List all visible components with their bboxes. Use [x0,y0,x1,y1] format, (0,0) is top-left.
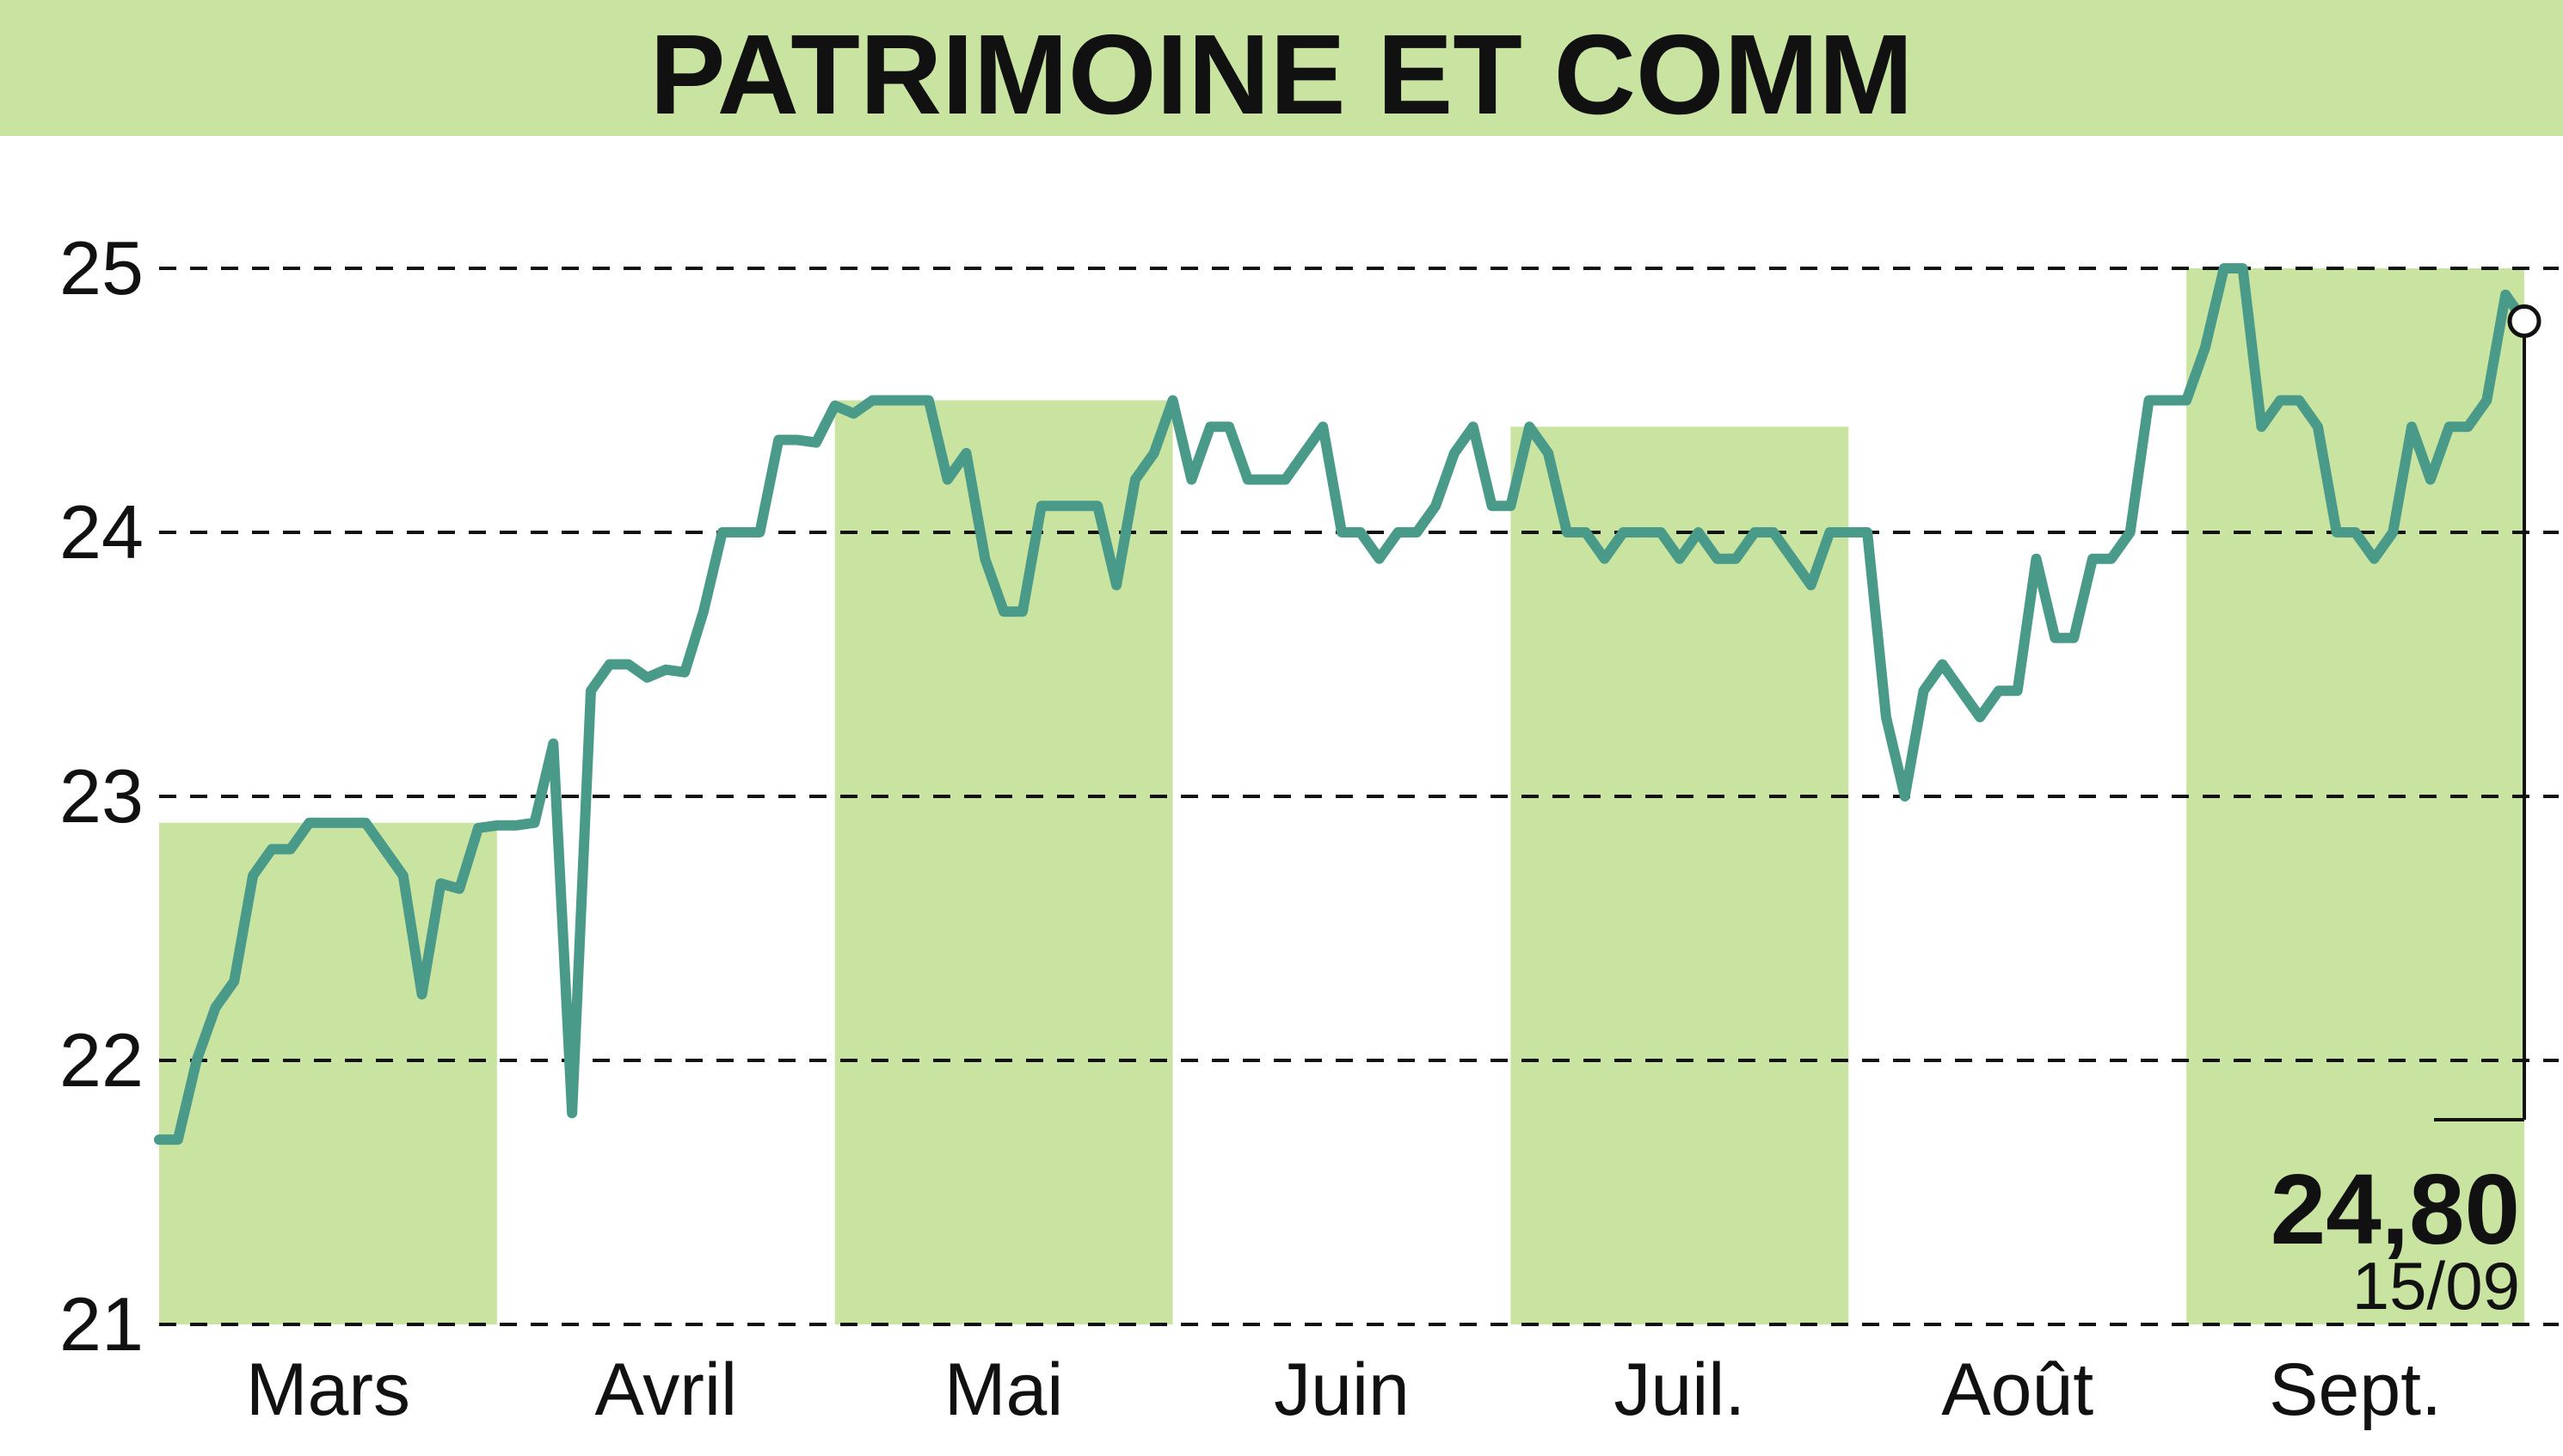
month-label: Mai [944,1348,1064,1431]
y-tick-label: 24 [59,489,144,574]
title-band [0,0,2563,136]
month-shade [834,400,1173,1324]
price-line [154,263,2529,1146]
chart-title: PATRIMOINE ET COMM [649,11,1913,138]
month-label: Août [1941,1348,2093,1431]
title-band-bg [0,0,2563,136]
last-point-dot [2507,304,2541,338]
y-tick-label: 23 [59,753,144,839]
month-shade [159,822,497,1324]
x-axis-month-labels: Mars Avril Mai Juin Juil. Août Sept. [246,1348,2442,1431]
y-tick-label: 22 [59,1017,144,1103]
month-label: Mars [246,1348,410,1431]
month-label: Juin [1274,1348,1410,1431]
y-axis-labels: 21 22 23 24 25 [59,225,144,1367]
month-label: Avril [594,1348,737,1431]
month-shade [1510,427,1849,1325]
month-label: Sept. [2269,1348,2442,1431]
last-value-label: 24,80 [2271,1153,2520,1265]
month-label: Juil. [1613,1348,1745,1431]
last-value-marker [2434,304,2541,1121]
price-series [154,263,2529,1146]
y-tick-label: 21 [59,1281,144,1367]
last-date-label: 15/09 [2352,1248,2520,1324]
y-tick-label: 25 [59,225,144,310]
